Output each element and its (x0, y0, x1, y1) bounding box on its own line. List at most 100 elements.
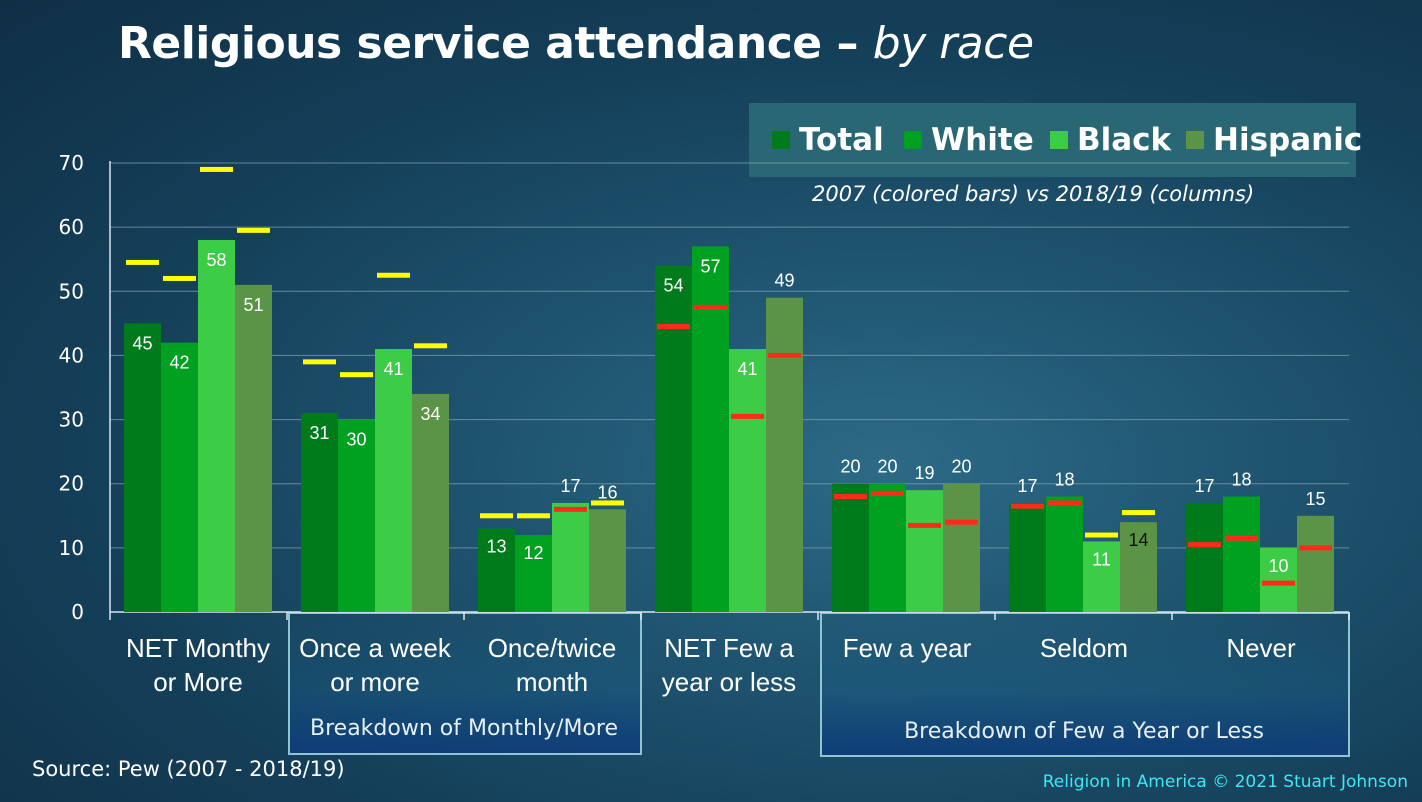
marker-2007-hispanic (945, 519, 978, 525)
marker-2007-black (554, 506, 587, 512)
legend-label-hispanic: Hispanic (1213, 122, 1363, 158)
category-label-seldom: Seldom (1039, 633, 1129, 663)
y-tick-label: 30 (59, 408, 84, 432)
bar-hispanic (1297, 515, 1334, 612)
value-label-hispanic: 51 (243, 295, 263, 315)
legend-label-white: White (931, 122, 1034, 158)
bar-black (906, 490, 943, 612)
marker-2007-black (908, 522, 941, 528)
bracket-label-few-a-year: Breakdown of Few a Year or Less (904, 719, 1264, 744)
category-label-once-a-week: Once a week or more (299, 633, 451, 697)
marker-2007-white (871, 490, 904, 496)
bar-black (375, 349, 412, 612)
marker-2007-hispanic (414, 343, 447, 349)
value-label-black: 41 (383, 359, 403, 379)
value-label-black: 19 (914, 463, 934, 483)
bar-black (552, 502, 589, 612)
bar-total (1186, 502, 1223, 612)
bar-hispanic (943, 483, 980, 612)
bar-hispanic (235, 284, 272, 612)
bar-total (1009, 502, 1046, 612)
marker-2007-total (303, 359, 336, 365)
value-label-white: 30 (346, 430, 366, 450)
marker-2007-total (834, 494, 867, 500)
y-tick-label: 10 (59, 536, 84, 560)
chart-title-dash: – (821, 18, 873, 69)
bar-black (1083, 541, 1120, 612)
value-label-hispanic: 15 (1305, 489, 1325, 509)
value-label-hispanic: 14 (1128, 530, 1148, 550)
value-label-hispanic: 20 (951, 457, 971, 477)
breakdown-bracket-few-a-year (820, 612, 1350, 757)
marker-2007-hispanic (591, 500, 624, 506)
y-tick-label: 40 (59, 343, 84, 367)
value-label-total: 54 (663, 276, 683, 296)
bar-white (161, 342, 198, 612)
bar-black (1260, 547, 1297, 612)
value-label-black: 58 (206, 250, 226, 270)
marker-2007-white (1048, 500, 1081, 506)
value-label-black: 41 (737, 359, 757, 379)
value-label-white: 57 (700, 256, 720, 276)
chart-title: Religious service attendance – by race (118, 18, 1034, 69)
bar-total (478, 528, 515, 612)
marker-2007-total (657, 324, 690, 330)
bar-black (198, 239, 235, 612)
comparison-note: 2007 (colored bars) vs 2018/19 (columns) (812, 182, 1255, 206)
bar-white (1223, 496, 1260, 612)
y-tick-label: 70 (59, 151, 84, 175)
bar-total (124, 323, 161, 612)
marker-2007-total (480, 513, 513, 519)
value-label-black: 17 (560, 476, 580, 496)
value-label-total: 45 (132, 333, 152, 353)
marker-2007-black (1085, 532, 1118, 538)
legend-item-hispanic: Hispanic (1186, 103, 1362, 177)
value-label-white: 12 (523, 543, 543, 563)
category-label-net-few-a-year: NET Few a year or less (661, 633, 797, 697)
bar-white (692, 246, 729, 612)
marker-2007-total (126, 259, 159, 265)
y-tick-label: 20 (59, 472, 84, 496)
category-label-once-twice-month: Once/twice month (487, 633, 617, 697)
legend-swatch-hispanic (1186, 131, 1204, 149)
legend: Total White Black Hispanic (749, 103, 1362, 177)
marker-2007-black (377, 272, 410, 278)
value-label-black: 11 (1092, 549, 1111, 569)
bar-black (729, 349, 766, 612)
category-label-few-a-year: Few a year (842, 633, 972, 663)
chart-title-main: Religious service attendance (118, 18, 822, 69)
y-tick-label: 60 (59, 215, 84, 239)
bar-hispanic (589, 509, 626, 612)
value-label-total: 17 (1017, 476, 1037, 496)
bar-white (869, 483, 906, 612)
marker-2007-white (340, 372, 373, 378)
bar-white (1046, 496, 1083, 612)
copyright-note: Religion in America © 2021 Stuart Johnso… (1042, 772, 1408, 792)
legend-swatch-white (904, 131, 922, 149)
bar-white (515, 535, 552, 612)
value-label-hispanic: 16 (597, 482, 617, 502)
value-label-total: 17 (1194, 476, 1214, 496)
source-note: Source: Pew (2007 - 2018/19) (32, 757, 345, 781)
marker-2007-white (163, 275, 196, 281)
marker-2007-hispanic (768, 352, 801, 358)
value-label-white: 42 (169, 353, 189, 373)
value-label-hispanic: 49 (774, 271, 794, 291)
bar-hispanic (412, 393, 449, 612)
value-label-hispanic: 34 (420, 404, 440, 424)
marker-2007-hispanic (237, 227, 270, 233)
marker-2007-black (1262, 580, 1295, 586)
bar-total (655, 265, 692, 612)
legend-swatch-total (772, 131, 790, 149)
category-label-never: Never (1226, 633, 1296, 663)
value-label-total: 20 (840, 457, 860, 477)
legend-item-white: White (904, 103, 1034, 177)
category-label-net-monthly: NET Monthy or More (125, 633, 270, 697)
value-label-white: 18 (1231, 470, 1251, 490)
legend-swatch-black (1050, 131, 1068, 149)
y-tick-label: 0 (71, 600, 84, 624)
bracket-label-monthly: Breakdown of Monthly/More (310, 716, 618, 741)
bar-hispanic (1120, 522, 1157, 612)
marker-2007-white (517, 513, 550, 519)
